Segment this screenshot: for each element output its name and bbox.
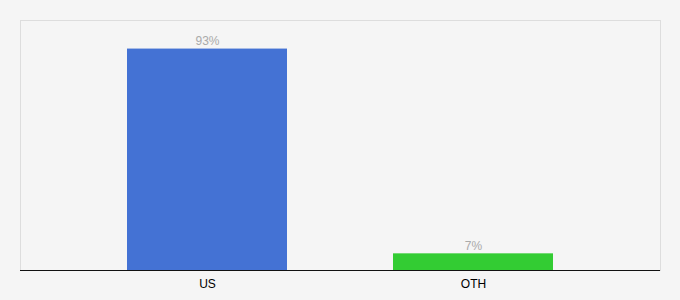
svg-text:US: US — [199, 277, 216, 291]
svg-text:OTH: OTH — [461, 277, 486, 291]
svg-text:7%: 7% — [465, 239, 483, 253]
svg-text:93%: 93% — [195, 34, 219, 48]
